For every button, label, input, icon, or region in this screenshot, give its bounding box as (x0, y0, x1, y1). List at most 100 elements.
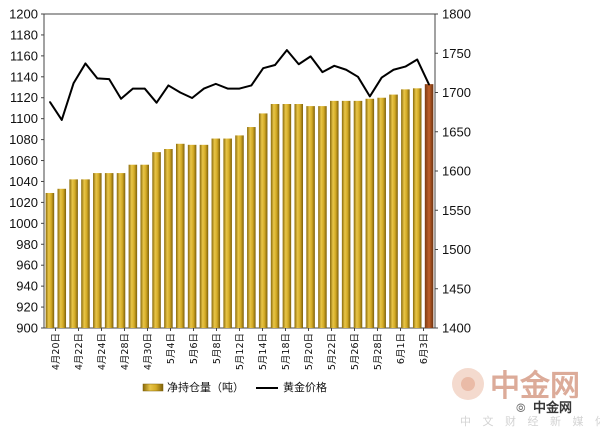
left-tick-label: 1000 (9, 216, 38, 231)
bar (116, 173, 126, 328)
x-tick-label: 5月26日 (350, 333, 361, 370)
bar (270, 104, 280, 328)
bar (140, 164, 149, 328)
bar (258, 113, 268, 329)
legend-line-label: 黄金价格 (283, 380, 327, 394)
line-point (191, 97, 193, 99)
x-tick-label: 6月3日 (419, 333, 430, 364)
bar (211, 138, 221, 328)
line-point (108, 78, 110, 80)
x-tick-label: 5月22日 (327, 333, 338, 370)
legend: 净持仓量（吨） 黄金价格 (142, 380, 327, 394)
line-point (238, 87, 241, 90)
line-point (49, 101, 51, 103)
bar (401, 89, 410, 328)
bar (45, 192, 55, 328)
line-point (143, 87, 146, 90)
line-point (250, 84, 253, 87)
right-tick-label: 1650 (442, 124, 471, 139)
watermark-logo-icon-inner (461, 377, 475, 391)
line-point (404, 65, 407, 68)
line-point (357, 76, 359, 78)
x-tick-label: 5月14日 (258, 333, 269, 370)
line-point (321, 71, 324, 73)
left-tick-label: 940 (16, 279, 38, 294)
x-tick-label: 4月28日 (120, 333, 131, 370)
bar-series (45, 84, 434, 329)
x-tick-label: 5月8日 (212, 333, 223, 364)
line-point (167, 84, 170, 87)
x-tick-label: 5月12日 (235, 333, 246, 370)
right-tick-label: 1700 (442, 85, 471, 100)
bar (412, 88, 422, 328)
bar (341, 100, 351, 329)
bar (199, 144, 209, 328)
left-tick-label: 1160 (10, 48, 38, 63)
right-tick-label: 1800 (442, 7, 471, 22)
bar (152, 152, 161, 328)
legend-bar-label: 净持仓量（吨） (167, 380, 244, 394)
x-tick-label: 5月6日 (189, 333, 200, 364)
line-point (262, 67, 265, 69)
legend-bar-swatch (142, 383, 164, 392)
bar (282, 104, 292, 328)
left-tick-label: 1080 (9, 132, 38, 147)
bar (377, 97, 386, 328)
bar (81, 179, 90, 328)
x-tick-label: 4月22日 (74, 333, 85, 370)
x-tick-label: 5月18日 (281, 333, 292, 370)
line-point (380, 76, 383, 79)
left-tick-label: 1040 (9, 174, 38, 189)
left-axis-ticks: 900 920 940 960 980 1000 1020 1040 1060 1080 1100 1… (9, 7, 44, 336)
bar (128, 164, 138, 328)
line-point (345, 68, 347, 71)
bar (235, 135, 244, 328)
wechat-icon: ⦾ (516, 401, 526, 415)
right-tick-label: 1550 (442, 203, 471, 218)
bar (247, 127, 256, 328)
bar (104, 173, 114, 328)
watermark-subtitle: 中 文 财 经 新 媒 体 (460, 414, 600, 428)
left-tick-label: 920 (16, 300, 38, 315)
line-point (179, 91, 182, 94)
bar (424, 84, 434, 328)
bar (318, 106, 327, 328)
bar (164, 149, 173, 328)
x-tick-label: 5月4日 (166, 333, 177, 364)
bar (223, 138, 232, 328)
x-axis-ticks: 4月20日 4月22日 4月24日 4月28日 4月30日 5月4日 5月6日 5月8日 5月1… (51, 328, 430, 370)
line-point (333, 65, 336, 67)
line-point (297, 63, 300, 66)
watermark-badge-text: 中金网 (533, 400, 572, 416)
x-tick-label: 4月20日 (51, 333, 62, 370)
left-tick-label: 980 (16, 237, 38, 252)
line-point (60, 119, 63, 121)
left-tick-label: 1100 (10, 111, 38, 126)
left-tick-label: 900 (16, 321, 38, 336)
line-point (132, 87, 134, 90)
line-point (155, 101, 158, 104)
x-tick-label: 5月28日 (373, 333, 384, 370)
bar (389, 94, 398, 328)
right-tick-label: 1750 (442, 46, 471, 61)
left-tick-label: 1020 (9, 195, 38, 210)
right-tick-label: 1600 (442, 164, 471, 179)
left-tick-label: 1060 (9, 153, 38, 168)
bar (57, 188, 67, 328)
right-tick-label: 1450 (442, 281, 471, 296)
bar (294, 104, 304, 328)
line-point (274, 64, 276, 66)
x-tick-label: 4月24日 (97, 333, 108, 370)
line-series (49, 49, 430, 121)
bar (365, 98, 375, 328)
bar (353, 100, 363, 329)
line-point (120, 97, 122, 100)
line-point (226, 87, 229, 90)
x-tick-label: 4月30日 (143, 333, 154, 370)
bar (330, 100, 339, 329)
line-point (72, 82, 75, 84)
watermark-badge-bg (512, 398, 584, 416)
bar (69, 179, 78, 328)
line-point (286, 49, 288, 51)
